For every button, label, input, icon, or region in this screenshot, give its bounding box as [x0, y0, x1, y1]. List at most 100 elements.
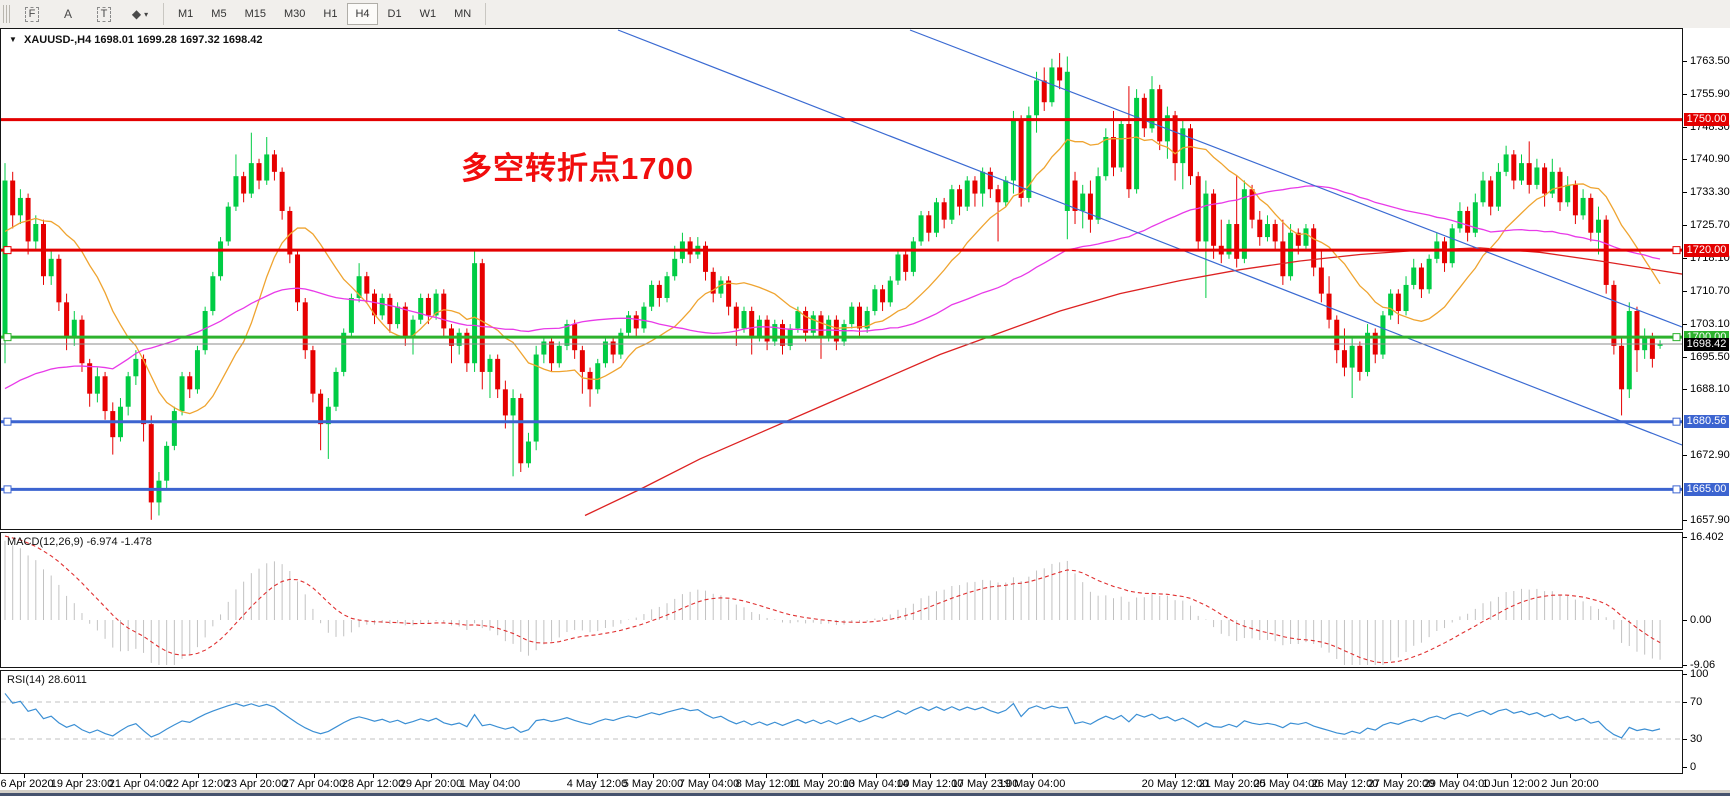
candle: [895, 254, 901, 281]
chevron-down-icon[interactable]: ▾: [144, 9, 149, 19]
time-tick-label: 22 Apr 12:00: [166, 778, 230, 790]
candle: [733, 306, 739, 329]
candle: [1549, 171, 1555, 194]
macd-indicator[interactable]: [1, 533, 1682, 667]
candle: [472, 263, 478, 364]
candle: [372, 293, 378, 316]
main-chart-panel[interactable]: ▼ XAUUSD-,H4 1698.01 1699.28 1697.32 169…: [0, 28, 1683, 530]
candle: [1572, 184, 1578, 216]
candle: [841, 324, 847, 342]
axis-tick: [1683, 93, 1687, 95]
time-tick-label: 28 Apr 12:00: [341, 778, 405, 790]
candle: [1349, 345, 1355, 368]
candle: [1580, 197, 1586, 216]
trendline[interactable]: [909, 29, 1682, 328]
candle: [1241, 189, 1247, 259]
timeframe-button-m1[interactable]: M1: [178, 8, 194, 20]
candlestick-chart[interactable]: [1, 29, 1682, 529]
candle: [1534, 167, 1540, 185]
timeframe-button-h4[interactable]: H4: [347, 3, 378, 25]
candle: [441, 293, 447, 329]
timeframe-button-d1[interactable]: D1: [387, 8, 402, 20]
candle: [933, 202, 939, 233]
candle: [703, 245, 709, 272]
price-axis[interactable]: 1763.50 1755.90 1748.30 1740.90 1733.30 1725.…: [1683, 28, 1730, 774]
candle: [826, 319, 832, 338]
timeframe-button-h1[interactable]: H1: [323, 8, 338, 20]
timeframe-button-m15[interactable]: M15: [244, 8, 266, 20]
candle: [779, 324, 785, 346]
candle: [1626, 311, 1632, 390]
time-axis[interactable]: 16 Apr 2020 19 Apr 23:00 21 Apr 04:00 22 Ap…: [0, 774, 1730, 790]
toolbar-grip[interactable]: [3, 5, 10, 23]
timeframe-button-w1[interactable]: W1: [419, 8, 437, 20]
candle: [918, 215, 924, 242]
time-tick: [985, 774, 986, 778]
line-anchor-handle[interactable]: [3, 485, 12, 494]
candle: [225, 206, 231, 242]
candle: [1288, 232, 1294, 277]
line-anchor-handle[interactable]: [1672, 417, 1681, 426]
axis-tick: [1683, 665, 1687, 666]
candle: [256, 163, 262, 181]
time-tick: [1401, 774, 1402, 778]
line-anchor-handle[interactable]: [3, 333, 12, 342]
timeframe-button-m5[interactable]: M5: [211, 8, 227, 20]
candle: [949, 189, 955, 220]
candle: [25, 197, 31, 242]
axis-tick: [1683, 537, 1687, 538]
line-anchor-handle[interactable]: [1672, 246, 1681, 255]
time-tick-label: 1 Jun 12:00: [1482, 778, 1540, 790]
candle: [1403, 284, 1409, 312]
candle: [687, 241, 693, 255]
candle: [1334, 319, 1340, 351]
axis-tick: [1683, 225, 1687, 227]
time-tick-label: 20 May 12:00: [1141, 778, 1209, 790]
time-tick-label: 5 May 20:00: [622, 778, 684, 790]
candle: [171, 411, 177, 446]
level-price-badge: 1680.56: [1684, 415, 1729, 429]
chart-annotation-text[interactable]: 多空转折点1700: [461, 151, 694, 186]
arrow-objects-tool-icon[interactable]: ◆ ▾: [131, 7, 149, 21]
axis-tick: [1683, 356, 1687, 358]
chart-dropdown-icon[interactable]: ▼: [9, 35, 17, 44]
candle: [533, 354, 539, 442]
macd-label: MACD(12,26,9) -6.974 -1.478: [7, 536, 152, 548]
trendline[interactable]: [617, 29, 1682, 446]
rsi-indicator[interactable]: [1, 671, 1682, 773]
timeframe-button-mn[interactable]: MN: [454, 8, 472, 20]
candle: [179, 376, 185, 412]
candle: [102, 376, 108, 412]
current-price-badge: 1698.42: [1684, 337, 1729, 351]
line-anchor-handle[interactable]: [1672, 485, 1681, 494]
candle: [1172, 115, 1178, 164]
text-label-tool-icon[interactable]: T: [87, 3, 121, 25]
candle: [287, 210, 293, 255]
price-tick-label: 1657.90: [1690, 514, 1730, 527]
rsi-tick-label: 100: [1690, 668, 1709, 681]
text-tool-icon[interactable]: A: [63, 7, 72, 21]
timeframe-button-m30[interactable]: M30: [283, 8, 306, 20]
candle: [887, 280, 893, 303]
candle: [1003, 180, 1009, 203]
line-anchor-handle[interactable]: [3, 246, 12, 255]
time-tick: [597, 774, 598, 778]
candle: [1149, 89, 1155, 129]
candle: [1249, 189, 1255, 220]
candle: [1034, 80, 1040, 116]
candle: [818, 315, 824, 338]
line-anchor-handle[interactable]: [1672, 333, 1681, 342]
candle: [1295, 232, 1301, 246]
time-tick-label: 29 May 04:00: [1423, 778, 1491, 790]
time-tick-label: 27 May 20:00: [1367, 778, 1435, 790]
time-tick-label: 1 May 04:00: [459, 778, 521, 790]
candle: [395, 306, 401, 325]
rsi-panel[interactable]: RSI(14) 28.6011: [0, 670, 1683, 774]
crosshair-grid-tool-icon[interactable]: F: [15, 3, 49, 25]
macd-panel[interactable]: MACD(12,26,9) -6.974 -1.478: [0, 532, 1683, 668]
candle: [1503, 154, 1509, 172]
line-anchor-handle[interactable]: [3, 417, 12, 426]
candle: [502, 389, 508, 416]
level-price-badge: 1665.00: [1684, 482, 1729, 496]
time-tick-label: 26 May 12:00: [1311, 778, 1379, 790]
